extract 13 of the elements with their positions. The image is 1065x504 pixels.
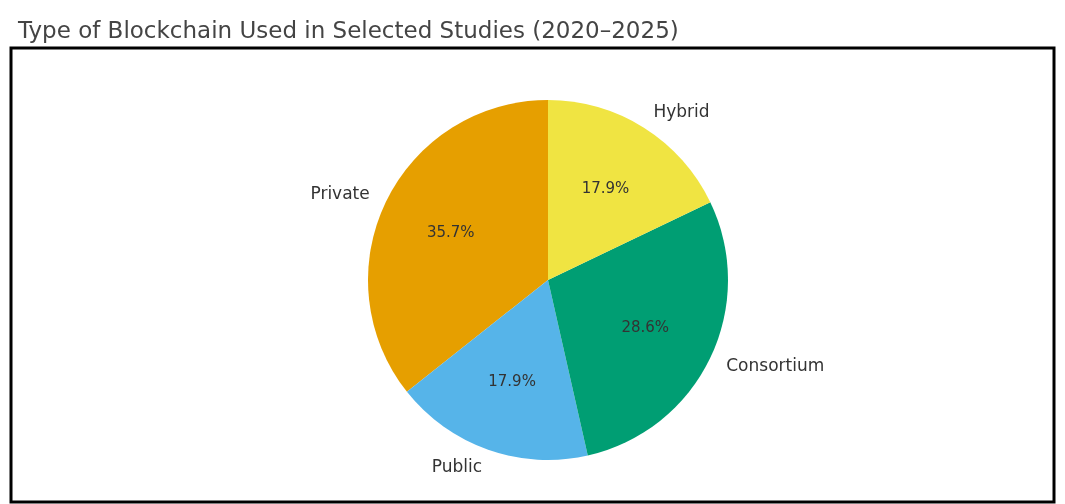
slice-label: Consortium — [726, 355, 825, 376]
slice-label: Public — [431, 455, 483, 476]
pie-slice — [406, 280, 588, 460]
chart-title: Type of Blockchain Used in Selected Studies (2020–2025) — [17, 17, 679, 43]
data-label: 17.9% — [488, 372, 536, 391]
pie-slice — [548, 100, 711, 280]
pie-slice — [368, 100, 548, 392]
pie-slice — [548, 202, 728, 456]
data-label: 35.7% — [426, 223, 475, 242]
slice-label: Private — [310, 182, 370, 203]
slice-label: Hybrid — [653, 101, 710, 122]
data-label: 17.9% — [581, 179, 630, 198]
data-label: 28.6% — [621, 317, 670, 336]
